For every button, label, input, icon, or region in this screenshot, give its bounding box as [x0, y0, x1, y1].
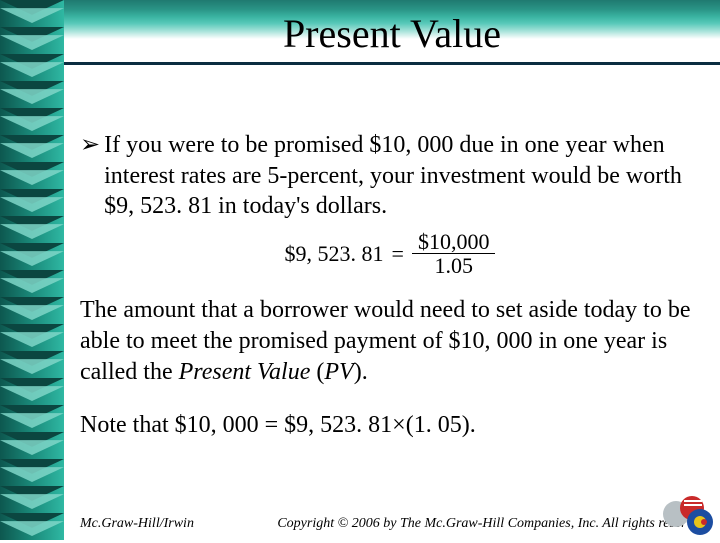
chevron — [0, 81, 64, 107]
footer: Mc.Graw-Hill/Irwin Copyright © 2006 by T… — [80, 516, 706, 532]
chevron — [0, 405, 64, 431]
bullet-item-1: ➢ If you were to be promised $10, 000 du… — [80, 130, 700, 222]
left-decorative-border — [0, 0, 64, 540]
chevron — [0, 216, 64, 242]
chevron — [0, 459, 64, 485]
equation-denominator: 1.05 — [428, 254, 479, 277]
chevron — [0, 432, 64, 458]
corner-flags-decoration — [660, 494, 718, 538]
para2-ital-1: Present Value — [179, 359, 311, 385]
equation-numerator: $10,000 — [412, 230, 496, 254]
slide-body: ➢ If you were to be promised $10, 000 du… — [80, 130, 700, 440]
para2-part-c: ). — [354, 359, 368, 385]
para2-part-b: ( — [310, 359, 324, 385]
chevron — [0, 27, 64, 53]
body-para-3: Note that $10, 000 = $9, 523. 81×(1. 05)… — [80, 410, 700, 441]
para2-part-a: The amount that a borrower would need to… — [80, 297, 691, 384]
title-underline — [64, 62, 720, 65]
chevron — [0, 297, 64, 323]
chevron — [0, 162, 64, 188]
chevron — [0, 378, 64, 404]
chevron — [0, 243, 64, 269]
footer-right: Copyright © 2006 by The Mc.Graw-Hill Com… — [277, 516, 706, 532]
title-band: Present Value — [64, 0, 720, 78]
equation-lhs: $9, 523. 81 — [285, 240, 384, 268]
chevron — [0, 513, 64, 539]
chevron — [0, 270, 64, 296]
bullet-glyph: ➢ — [80, 130, 100, 161]
para2-ital-2: PV — [324, 359, 353, 385]
chevron — [0, 486, 64, 512]
footer-left: Mc.Graw-Hill/Irwin — [80, 516, 194, 532]
chevron — [0, 135, 64, 161]
chevron — [0, 324, 64, 350]
equation-fraction: $10,000 1.05 — [412, 230, 496, 277]
equation: $9, 523. 81 = $10,000 1.05 — [80, 230, 700, 277]
slide-title: Present Value — [64, 10, 720, 57]
equation-eq: = — [392, 240, 404, 268]
chevron — [0, 0, 64, 26]
body-para-2: The amount that a borrower would need to… — [80, 295, 700, 387]
body-para-1: If you were to be promised $10, 000 due … — [104, 130, 700, 222]
chevron — [0, 189, 64, 215]
chevron — [0, 54, 64, 80]
chevron — [0, 108, 64, 134]
chevron — [0, 351, 64, 377]
chevron-pattern — [0, 0, 64, 540]
